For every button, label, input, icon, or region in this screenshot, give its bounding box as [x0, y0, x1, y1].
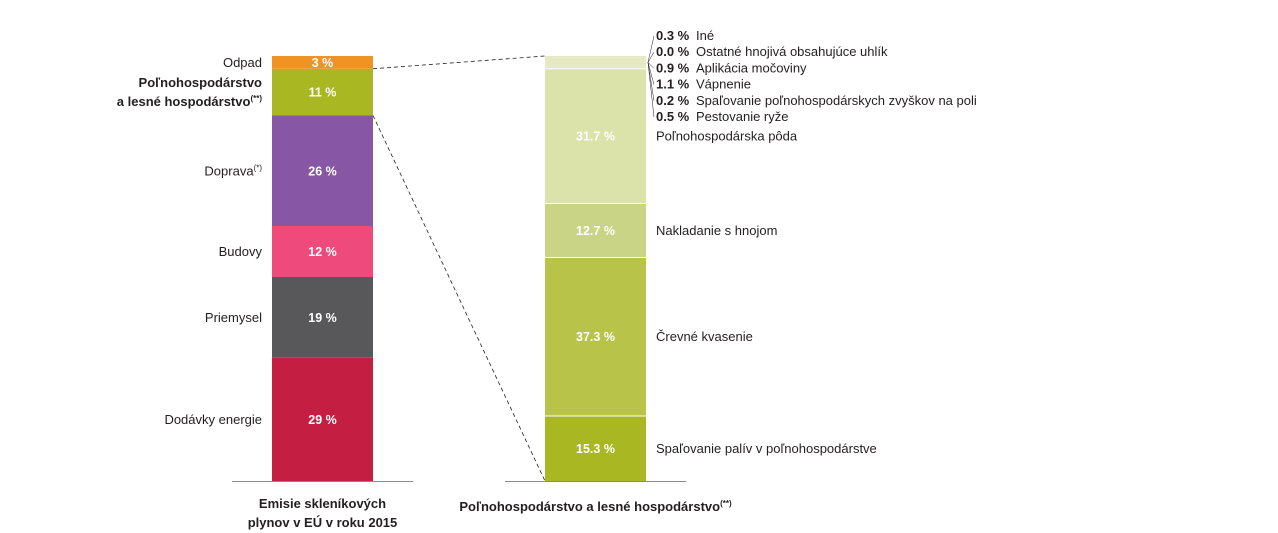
small-label-pestovanie-ryze: Pestovanie ryže	[696, 109, 789, 124]
bar-segment-crevne-kvasenie	[545, 257, 646, 416]
bar-segment-nakladanie-s-hnojom	[545, 203, 646, 258]
chart-caption: Poľnohospodárstvo a lesné hospodárstvo(*…	[459, 499, 732, 514]
leader-line-ostatne-hnojiva-obsahujuce-uhlik	[647, 52, 655, 63]
small-label-ine: Iné	[696, 28, 714, 43]
bar-segment-ine	[545, 56, 646, 58]
leader-line-spalovanie-polnohospodarskych-zvyskov-na-poli	[647, 62, 655, 101]
bar-segment-pestovanie-ryze	[545, 66, 646, 69]
segment-value-polnohospodarska-poda: 31.7 %	[576, 130, 615, 144]
connector-top	[372, 55, 546, 70]
bar-segment-priemysel	[272, 277, 373, 358]
segment-value-nakladanie-s-hnojom: 12.7 %	[576, 224, 615, 238]
leader-line-ine	[647, 35, 655, 63]
small-value-pestovanie-ryze: 0.5 %	[656, 109, 690, 124]
small-value-vapnenie: 1.1 %	[656, 77, 690, 92]
bar-segment-dodavky-energie	[272, 357, 373, 481]
category-label-polnohospodarstvo-line-1: Poľnohospodárstvo	[139, 75, 263, 90]
small-label-vapnenie: Vápnenie	[696, 77, 751, 92]
leader-line-vapnenie	[647, 62, 655, 85]
bar-segment-vapnenie	[545, 61, 646, 66]
chart-caption-line-2: plynov v EÚ v roku 2015	[248, 515, 398, 530]
leader-line-pestovanie-ryze	[647, 62, 655, 118]
segment-value-doprava: 26 %	[308, 164, 337, 178]
category-label-priemysel: Priemysel	[205, 310, 262, 325]
category-label-budovy: Budovy	[219, 244, 263, 259]
small-value-ostatne-hnojiva-obsahujuce-uhlik: 0.0 %	[656, 44, 690, 59]
bar-segment-polnohospodarska-poda	[545, 68, 646, 204]
small-value-aplikacia-mocoviny: 0.9 %	[656, 60, 690, 75]
agriculture-breakdown-stacked-bar: 15.3 % Spaľovanie palív v poľnohospodárst…	[459, 28, 977, 514]
eu-emissions-stacked-bar: 29 % Dodávky energie 19 % Priemysel 12 % Budo…	[117, 55, 413, 530]
category-label-polnohospodarska-poda: Poľnohospodárska pôda	[656, 129, 798, 144]
category-label-odpad: Odpad	[223, 55, 262, 70]
small-value-spalovanie-polnohospodarskych-zvyskov-na-poli: 0.2 %	[656, 93, 690, 108]
bar-segment-spalovanie-polnohospodarskych-zvyskov-na-poli	[545, 65, 646, 67]
bar-segment-doprava	[272, 115, 373, 226]
category-label-doprava: Doprava(*)	[204, 163, 262, 178]
segment-value-budovy: 12 %	[308, 245, 337, 259]
bar-segment-spalovanie-paliv-v-polnohospodarstve	[545, 415, 646, 481]
leader-line-aplikacia-mocoviny	[647, 62, 655, 69]
category-label-polnohospodarstvo-line-2: a lesné hospodárstvo(**)	[117, 94, 263, 109]
small-label-ostatne-hnojiva-obsahujuce-uhlik: Ostatné hnojivá obsahujúce uhlík	[696, 44, 888, 59]
small-label-spalovanie-polnohospodarskych-zvyskov-na-poli: Spaľovanie poľnohospodárskych zvyškov na…	[696, 93, 977, 108]
category-label-crevne-kvasenie: Črevné kvasenie	[656, 329, 753, 344]
small-label-aplikacia-mocoviny: Aplikácia močoviny	[696, 60, 807, 75]
segment-value-spalovanie-paliv-v-polnohospodarstve: 15.3 %	[576, 442, 615, 456]
segment-value-dodavky-energie: 29 %	[308, 413, 337, 427]
segment-value-crevne-kvasenie: 37.3 %	[576, 330, 615, 344]
segment-value-odpad: 3 %	[312, 56, 334, 70]
segment-value-priemysel: 19 %	[308, 311, 337, 325]
bar-segment-odpad	[272, 56, 373, 69]
small-value-ine: 0.3 %	[656, 28, 690, 43]
connector-bottom	[372, 115, 546, 482]
bar-segment-aplikacia-mocoviny	[545, 57, 646, 62]
category-label-nakladanie-s-hnojom: Nakladanie s hnojom	[656, 223, 777, 238]
segment-value-polnohospodarstvo: 11 %	[309, 86, 337, 100]
zoom-connector-lines	[372, 55, 546, 482]
bar-segment-budovy	[272, 226, 373, 277]
category-label-spalovanie-paliv-v-polnohospodarstve: Spaľovanie palív v poľnohospodárstve	[656, 441, 877, 456]
category-label-dodavky-energie: Dodávky energie	[164, 412, 262, 427]
bar-segment-polnohospodarstvo	[272, 68, 373, 116]
chart-caption-line-1: Emisie skleníkových	[259, 496, 386, 511]
